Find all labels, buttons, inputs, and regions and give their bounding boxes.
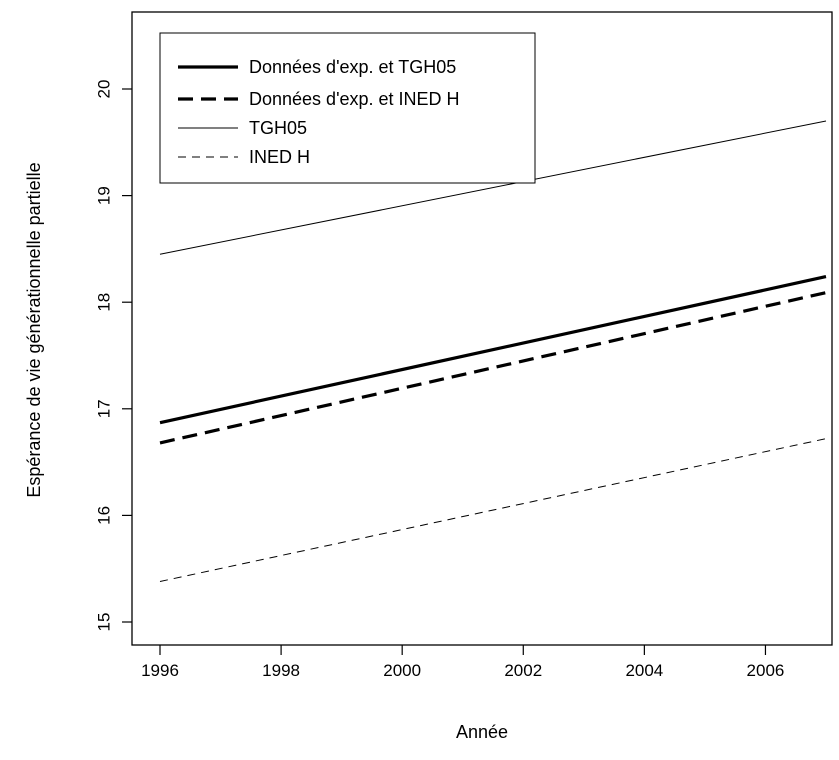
x-axis: 1996 1998 2000 2002 2004 2006: [141, 645, 784, 680]
y-tick-label: 19: [95, 186, 114, 205]
legend-label-3: TGH05: [249, 118, 307, 138]
y-tick-label: 18: [95, 293, 114, 312]
x-tick-label: 1998: [262, 661, 300, 680]
series-line-1: [159, 275, 827, 425]
series-layer: [159, 120, 827, 582]
y-axis-label: Espérance de vie générationnelle partiel…: [24, 162, 44, 497]
legend-box: [159, 32, 536, 184]
y-tick-label: 15: [95, 613, 114, 632]
x-tick-label: 1996: [141, 661, 179, 680]
y-tick-label: 20: [95, 80, 114, 99]
x-tick-label: 2002: [504, 661, 542, 680]
x-axis-label: Année: [456, 722, 508, 742]
y-tick-label: 16: [95, 506, 114, 525]
x-tick-label: 2004: [625, 661, 663, 680]
y-axis: 15 16 17 18 19 20: [95, 80, 132, 632]
legend-label-2: Données d'exp. et INED H: [249, 89, 460, 109]
x-tick-label: 2000: [383, 661, 421, 680]
plot-frame: [131, 11, 833, 646]
legend: Données d'exp. et TGH05 Données d'exp. e…: [159, 32, 536, 184]
series-line-4: [159, 438, 827, 582]
series-line-2: [159, 291, 827, 445]
legend-label-4: INED H: [249, 147, 310, 167]
series-line-3: [159, 120, 827, 255]
y-tick-label: 17: [95, 399, 114, 418]
legend-label-1: Données d'exp. et TGH05: [249, 57, 456, 77]
x-tick-label: 2006: [747, 661, 785, 680]
